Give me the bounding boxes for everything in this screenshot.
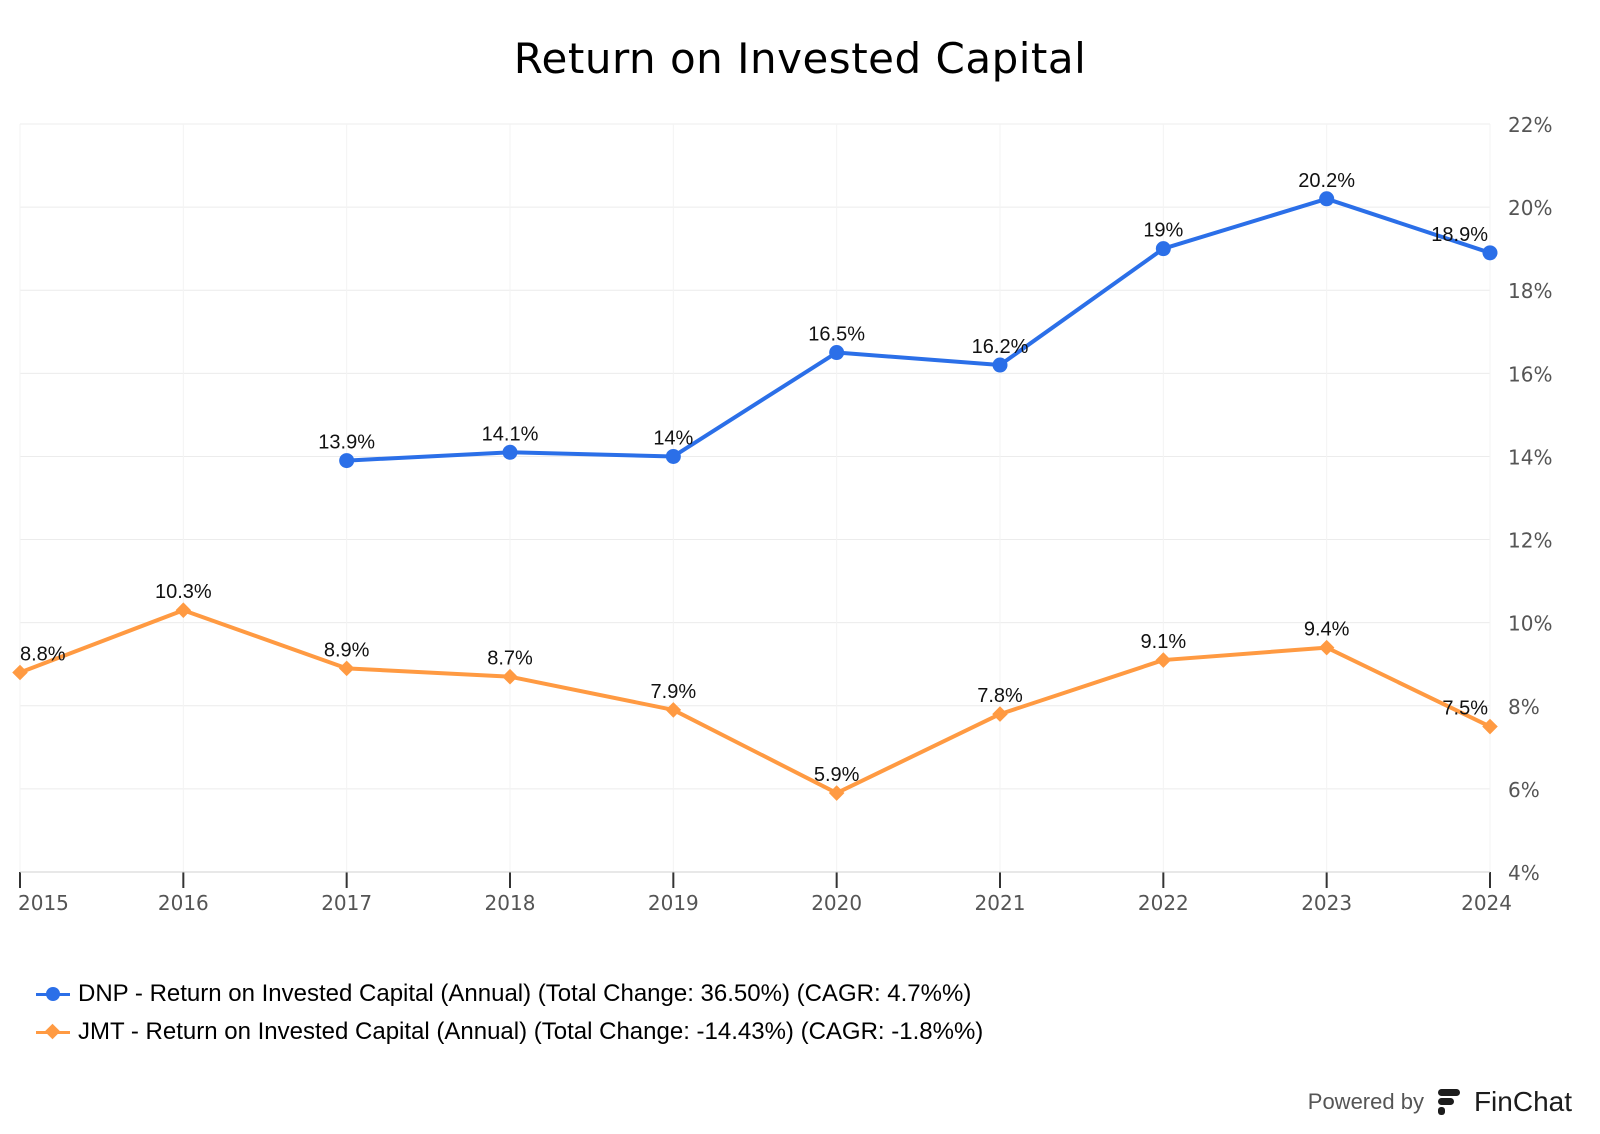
data-label: 10.3% bbox=[155, 581, 212, 603]
data-label: 14% bbox=[653, 427, 693, 449]
data-point-dnp[interactable] bbox=[829, 345, 845, 361]
data-label: 7.5% bbox=[1442, 698, 1488, 720]
x-tick-label: 2016 bbox=[158, 891, 209, 915]
legend-swatch-jmt bbox=[36, 1022, 70, 1042]
data-label: 14.1% bbox=[482, 423, 539, 445]
x-tick-label: 2019 bbox=[648, 891, 699, 915]
data-point-dnp[interactable] bbox=[339, 453, 355, 469]
y-tick-label: 20% bbox=[1508, 196, 1552, 220]
data-label: 9.4% bbox=[1304, 619, 1350, 641]
diamond-marker-icon bbox=[44, 1023, 61, 1040]
chart-title: Return on Invested Capital bbox=[513, 34, 1087, 83]
y-tick-label: 6% bbox=[1508, 778, 1540, 802]
legend-swatch-dnp bbox=[36, 984, 70, 1004]
circle-marker-icon bbox=[46, 987, 60, 1001]
grid-layer bbox=[19, 123, 1491, 873]
data-point-dnp[interactable] bbox=[502, 444, 518, 460]
data-point-jmt[interactable] bbox=[1318, 639, 1335, 656]
legend-item-dnp[interactable]: DNP - Return on Invested Capital (Annual… bbox=[36, 975, 983, 1013]
x-tick-label: 2017 bbox=[321, 891, 372, 915]
data-point-dnp[interactable] bbox=[992, 357, 1008, 373]
data-point-jmt[interactable] bbox=[665, 702, 682, 718]
series-layer bbox=[12, 191, 1498, 801]
data-point-dnp[interactable] bbox=[665, 448, 681, 464]
brand-name: FinChat bbox=[1473, 1086, 1572, 1117]
data-label: 16.2% bbox=[972, 336, 1029, 358]
data-label: 20.2% bbox=[1298, 170, 1355, 192]
data-point-jmt[interactable] bbox=[338, 660, 355, 677]
brand-footer: Powered by FinChat bbox=[1308, 1086, 1572, 1118]
x-tick-label: 2018 bbox=[485, 891, 536, 915]
x-tick-label: 2022 bbox=[1138, 891, 1189, 915]
data-point-jmt[interactable] bbox=[1482, 718, 1498, 735]
data-point-jmt[interactable] bbox=[1155, 652, 1172, 668]
y-tick-label: 18% bbox=[1508, 279, 1552, 303]
x-tick-label: 2021 bbox=[975, 891, 1026, 915]
powered-by-text: Powered by bbox=[1307, 1089, 1424, 1114]
line-chart: 4% 6% 8% 10% 12% 14% 16% 18% 20% 22% 2015 2016 2017 2… bbox=[12, 113, 1552, 915]
data-point-jmt[interactable] bbox=[12, 664, 28, 681]
y-tick-label: 10% bbox=[1508, 612, 1552, 636]
axis-layer: 4% 6% 8% 10% 12% 14% 16% 18% 20% 22% 2015 2016 2017 2… bbox=[18, 113, 1552, 915]
x-tick-label: 2024 bbox=[1461, 891, 1512, 915]
data-point-jmt[interactable] bbox=[828, 785, 845, 801]
data-label: 18.9% bbox=[1431, 224, 1488, 246]
y-tick-label: 12% bbox=[1508, 529, 1552, 553]
legend-label-dnp: DNP - Return on Invested Capital (Annual… bbox=[78, 980, 972, 1007]
data-label: 7.9% bbox=[651, 681, 697, 703]
data-label: 8.9% bbox=[324, 639, 370, 661]
finchat-logo-icon bbox=[1437, 1089, 1460, 1115]
legend-label-jmt: JMT - Return on Invested Capital (Annual… bbox=[78, 1018, 984, 1045]
data-point-jmt[interactable] bbox=[175, 602, 192, 618]
data-label: 5.9% bbox=[814, 764, 860, 786]
data-label: 8.7% bbox=[487, 648, 533, 670]
x-tick-label: 2023 bbox=[1301, 891, 1352, 915]
y-tick-label: 16% bbox=[1508, 362, 1552, 386]
data-label: 19% bbox=[1143, 220, 1183, 242]
data-point-jmt[interactable] bbox=[992, 706, 1008, 722]
data-label: 16.5% bbox=[808, 324, 865, 346]
y-tick-label: 4% bbox=[1508, 861, 1540, 885]
data-label-layer: 13.9% 14.1% 14% 16.5% 16.2% 19% 20.2% 18.9% 8.8%… bbox=[20, 170, 1488, 786]
x-tick-label: 2015 bbox=[18, 891, 69, 915]
y-tick-label: 8% bbox=[1508, 695, 1540, 719]
series-line-dnp bbox=[346, 196, 1491, 463]
data-point-dnp[interactable] bbox=[1482, 245, 1498, 261]
y-tick-label: 14% bbox=[1508, 445, 1552, 469]
y-tick-label: 22% bbox=[1508, 113, 1552, 137]
data-point-dnp[interactable] bbox=[1319, 191, 1335, 207]
legend-item-jmt[interactable]: JMT - Return on Invested Capital (Annual… bbox=[36, 1013, 983, 1051]
data-label: 8.8% bbox=[20, 644, 66, 666]
series-line-jmt bbox=[19, 608, 1491, 796]
data-point-jmt[interactable] bbox=[502, 668, 518, 685]
data-label: 13.9% bbox=[318, 432, 375, 454]
data-point-dnp[interactable] bbox=[1155, 241, 1171, 257]
data-label: 9.1% bbox=[1141, 631, 1187, 653]
legend: DNP - Return on Invested Capital (Annual… bbox=[36, 975, 983, 1051]
data-label: 7.8% bbox=[977, 685, 1023, 707]
x-tick-label: 2020 bbox=[811, 891, 862, 915]
